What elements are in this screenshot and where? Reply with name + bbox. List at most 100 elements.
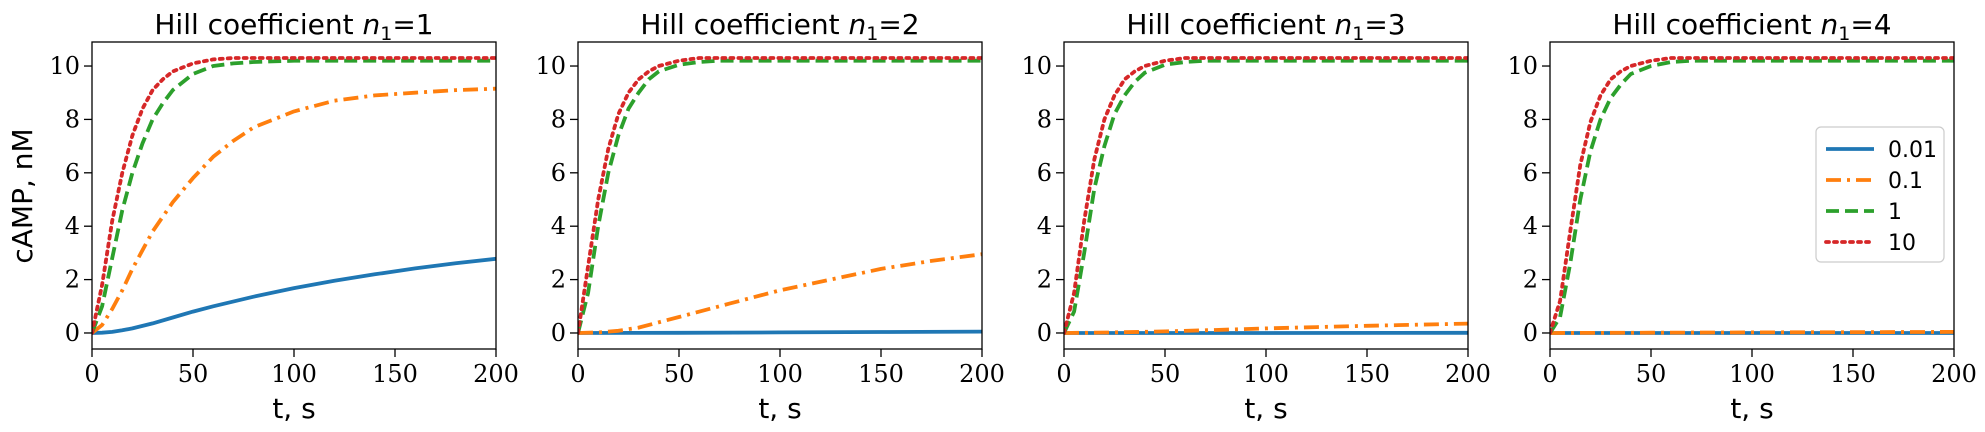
x-tick-label: 0 — [84, 360, 99, 388]
series-line-10 — [578, 56, 982, 335]
subplot-title: Hill coefficient n1=2 — [640, 8, 919, 45]
y-tick-label: 8 — [65, 105, 80, 133]
x-tick-label: 0 — [1542, 360, 1557, 388]
axes-frame — [1063, 41, 1469, 350]
y-tick-label: 4 — [1523, 212, 1538, 240]
x-tick-label: 200 — [1445, 360, 1491, 388]
x-tick-label: 200 — [473, 360, 519, 388]
y-tick-label: 2 — [65, 266, 80, 294]
series-line-0.01 — [92, 256, 496, 335]
series-line-10 — [1550, 56, 1954, 335]
series-line-10 — [92, 56, 496, 335]
axes-frame — [91, 41, 497, 350]
y-tick-label: 4 — [65, 212, 80, 240]
title-subscript: 1 — [380, 23, 392, 45]
series-line-0.1 — [92, 86, 496, 335]
x-tick-label: 50 — [664, 360, 695, 388]
y-tick-label: 2 — [1037, 266, 1052, 294]
x-tick-label: 100 — [757, 360, 803, 388]
y-tick-label: 10 — [1507, 52, 1538, 80]
series-line-10 — [1064, 56, 1468, 335]
series-group — [578, 56, 982, 335]
axes-frame — [577, 41, 983, 350]
series-line-1 — [578, 58, 982, 334]
series-line-1 — [1064, 58, 1468, 334]
y-tick-label: 6 — [551, 159, 566, 187]
subplot-title: Hill coefficient n1=1 — [154, 8, 433, 45]
y-tick-label: 6 — [1037, 159, 1052, 187]
legend-label: 10 — [1888, 231, 1916, 256]
x-axis-label: t, s — [272, 392, 315, 425]
title-value: =3 — [1364, 8, 1405, 41]
title-subscript: 1 — [866, 23, 878, 45]
x-tick-label: 50 — [178, 360, 209, 388]
title-value: =1 — [392, 8, 433, 41]
x-tick-label: 150 — [1830, 360, 1876, 388]
title-text: Hill coefficient — [1612, 8, 1820, 41]
y-tick-label: 6 — [1523, 159, 1538, 187]
x-tick-label: 100 — [1729, 360, 1775, 388]
x-tick-label: 150 — [372, 360, 418, 388]
subplot-1: 0 50 100 150 200 0 2 4 6 8 10 t, s Hill coefficient … — [49, 8, 518, 425]
y-tick-label: 2 — [551, 266, 566, 294]
x-tick-label: 100 — [271, 360, 317, 388]
y-tick-label: 10 — [1021, 52, 1052, 80]
title-variable: n — [1821, 8, 1839, 41]
x-tick-label: 200 — [959, 360, 1005, 388]
x-tick-label: 0 — [1056, 360, 1071, 388]
subplot-title: Hill coefficient n1=3 — [1126, 8, 1405, 45]
series-line-0.1 — [1550, 330, 1954, 335]
series-line-1 — [92, 58, 496, 334]
y-tick-label: 4 — [1037, 212, 1052, 240]
legend-label: 1 — [1888, 200, 1902, 225]
x-tick-label: 50 — [1150, 360, 1181, 388]
x-tick-label: 200 — [1931, 360, 1977, 388]
y-tick-label: 10 — [535, 52, 566, 80]
series-group — [1064, 56, 1468, 335]
legend-label: 0.1 — [1888, 169, 1923, 194]
legend-frame — [1815, 126, 1945, 263]
y-tick-label: 0 — [1037, 319, 1052, 347]
y-tick-label: 6 — [65, 159, 80, 187]
title-text: Hill coefficient — [154, 8, 362, 41]
x-axis-label: t, s — [1244, 392, 1287, 425]
x-tick-label: 0 — [570, 360, 585, 388]
title-variable: n — [1335, 8, 1353, 41]
y-tick-label: 0 — [1523, 319, 1538, 347]
y-tick-label: 8 — [1523, 105, 1538, 133]
subplot-title: Hill coefficient n1=4 — [1612, 8, 1891, 45]
x-tick-label: 50 — [1636, 360, 1667, 388]
series-group — [92, 56, 496, 335]
series-line-0.01 — [578, 329, 982, 335]
x-tick-label: 100 — [1243, 360, 1289, 388]
title-subscript: 1 — [1352, 23, 1364, 45]
y-tick-label: 4 — [551, 212, 566, 240]
y-tick-label: 0 — [551, 319, 566, 347]
x-axis-label: t, s — [758, 392, 801, 425]
legend-label: 0.01 — [1888, 138, 1937, 163]
title-subscript: 1 — [1838, 23, 1850, 45]
series-line-0.1 — [578, 252, 982, 335]
title-text: Hill coefficient — [640, 8, 848, 41]
x-tick-label: 150 — [858, 360, 904, 388]
title-value: =4 — [1850, 8, 1891, 41]
y-tick-label: 10 — [49, 52, 80, 80]
y-tick-label: 2 — [1523, 266, 1538, 294]
series-line-1 — [1550, 58, 1954, 335]
title-variable: n — [363, 8, 381, 41]
y-axis-label: cAMP, nM — [6, 128, 39, 263]
subplot-2: 0 50 100 150 200 0 2 4 6 8 10 t, s Hill coefficient … — [535, 8, 1004, 425]
series-group — [1550, 56, 1954, 335]
series-line-0.1 — [1064, 321, 1468, 335]
subplot-3: 0 50 100 150 200 0 2 4 6 8 10 t, s Hill coefficient … — [1021, 8, 1490, 425]
y-tick-label: 0 — [65, 319, 80, 347]
y-tick-label: 8 — [551, 105, 566, 133]
legend: 0.01 0.1 1 10 — [1815, 126, 1945, 263]
title-value: =2 — [878, 8, 919, 41]
y-tick-label: 8 — [1037, 105, 1052, 133]
subplot-4: 0 50 100 150 200 0 2 4 6 8 10 t, s Hill coefficient … — [1507, 8, 1976, 425]
x-axis-label: t, s — [1730, 392, 1773, 425]
title-text: Hill coefficient — [1126, 8, 1334, 41]
